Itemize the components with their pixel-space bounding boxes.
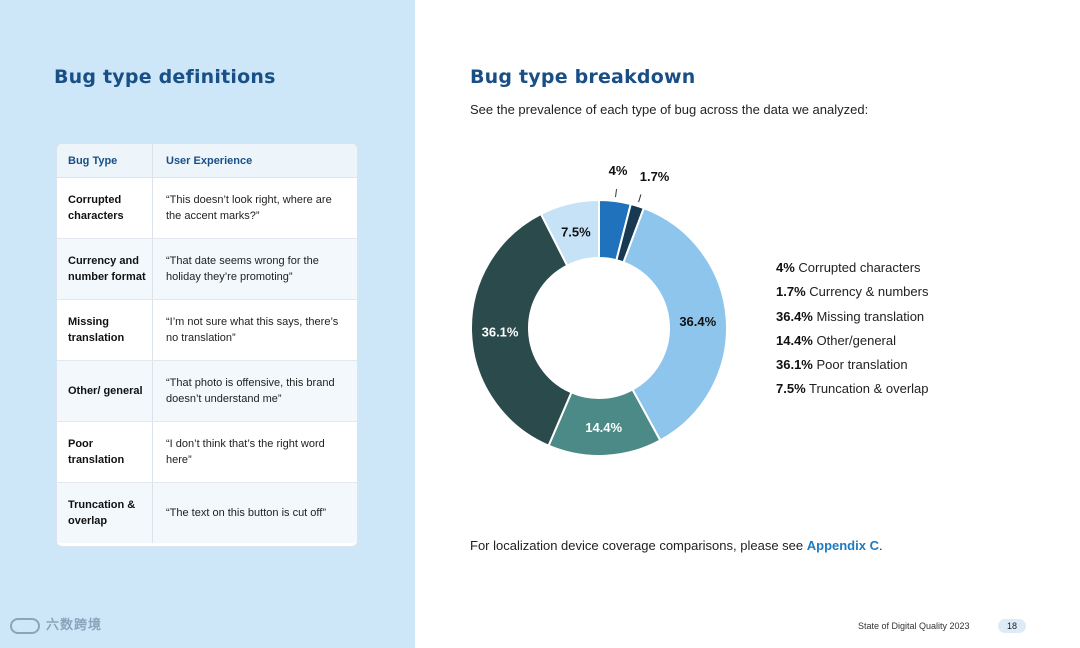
table-row: Poor translation “I don’t think that’s t… bbox=[57, 422, 357, 483]
footnote-text: For localization device coverage compari… bbox=[470, 538, 807, 553]
leader-line bbox=[638, 194, 642, 203]
data-label: 14.4% bbox=[585, 420, 622, 435]
footnote: For localization device coverage compari… bbox=[470, 538, 883, 553]
watermark-logo-icon bbox=[10, 617, 40, 634]
bug-type-cell: Poor translation bbox=[57, 422, 153, 482]
donut-slice-poor-translation bbox=[470, 212, 573, 447]
donut-chart: 4% 1.7% 36.4% 14.4% 36.1% 7.5% bbox=[470, 163, 728, 457]
data-label: 7.5% bbox=[561, 225, 591, 240]
experience-cell: “The text on this button is cut off” bbox=[166, 507, 326, 519]
data-label: 4% bbox=[609, 163, 628, 178]
appendix-link[interactable]: Appendix C bbox=[806, 538, 879, 553]
definitions-title: Bug type definitions bbox=[54, 66, 276, 88]
chart-legend: 4% Corrupted characters 1.7% Currency & … bbox=[776, 259, 929, 405]
table-header: Bug Type User Experience bbox=[57, 144, 357, 178]
table-row: Currency and number format “That date se… bbox=[57, 239, 357, 300]
bug-type-cell: Other/ general bbox=[57, 361, 153, 421]
table-row: Other/ general “That photo is offensive,… bbox=[57, 361, 357, 422]
table-row: Truncation & overlap “The text on this b… bbox=[57, 483, 357, 543]
bug-type-cell: Currency and number format bbox=[57, 239, 153, 299]
bug-type-cell: Truncation & overlap bbox=[57, 483, 153, 543]
experience-cell: “This doesn’t look right, where are the … bbox=[166, 194, 332, 222]
legend-item: 1.7% Currency & numbers bbox=[776, 284, 929, 300]
left-panel: Bug type definitions Bug Type User Exper… bbox=[0, 0, 415, 648]
watermark-text: 六数跨境 bbox=[46, 617, 103, 632]
definitions-table: Bug Type User Experience Corrupted chara… bbox=[56, 143, 358, 547]
experience-cell: “I don’t think that’s the right word her… bbox=[166, 438, 325, 466]
data-label: 36.4% bbox=[679, 314, 716, 329]
table-row: Missing translation “I’m not sure what t… bbox=[57, 300, 357, 361]
experience-cell: “That date seems wrong for the holiday t… bbox=[166, 255, 319, 283]
legend-item: 14.4% Other/general bbox=[776, 332, 896, 348]
data-label: 1.7% bbox=[640, 169, 670, 184]
report-name: State of Digital Quality 2023 bbox=[858, 621, 970, 631]
bug-type-cell: Missing translation bbox=[57, 300, 153, 360]
breakdown-title: Bug type breakdown bbox=[470, 66, 696, 88]
watermark: 六数跨境 bbox=[10, 614, 102, 634]
data-label: 36.1% bbox=[482, 324, 519, 339]
legend-item: 36.4% Missing translation bbox=[776, 308, 925, 324]
bug-type-cell: Corrupted characters bbox=[57, 178, 153, 238]
breakdown-subtitle: See the prevalence of each type of bug a… bbox=[470, 102, 869, 117]
leader-line bbox=[615, 189, 618, 198]
legend-item: 36.1% Poor translation bbox=[776, 357, 908, 373]
legend-item: 7.5% Truncation & overlap bbox=[776, 381, 929, 397]
page-number: 18 bbox=[998, 619, 1026, 633]
donut-slice-truncation-overlap bbox=[539, 198, 600, 267]
header-user-experience: User Experience bbox=[166, 154, 253, 167]
legend-item: 4% Corrupted characters bbox=[776, 260, 921, 275]
experience-cell: “That photo is offensive, this brand doe… bbox=[166, 377, 335, 405]
header-bug-type: Bug Type bbox=[57, 144, 153, 177]
table-row: Corrupted characters “This doesn’t look … bbox=[57, 178, 357, 239]
footnote-period: . bbox=[878, 538, 883, 553]
experience-cell: “I’m not sure what this says, there’s no… bbox=[166, 316, 339, 344]
donut-slice-missing-translation bbox=[622, 206, 728, 442]
